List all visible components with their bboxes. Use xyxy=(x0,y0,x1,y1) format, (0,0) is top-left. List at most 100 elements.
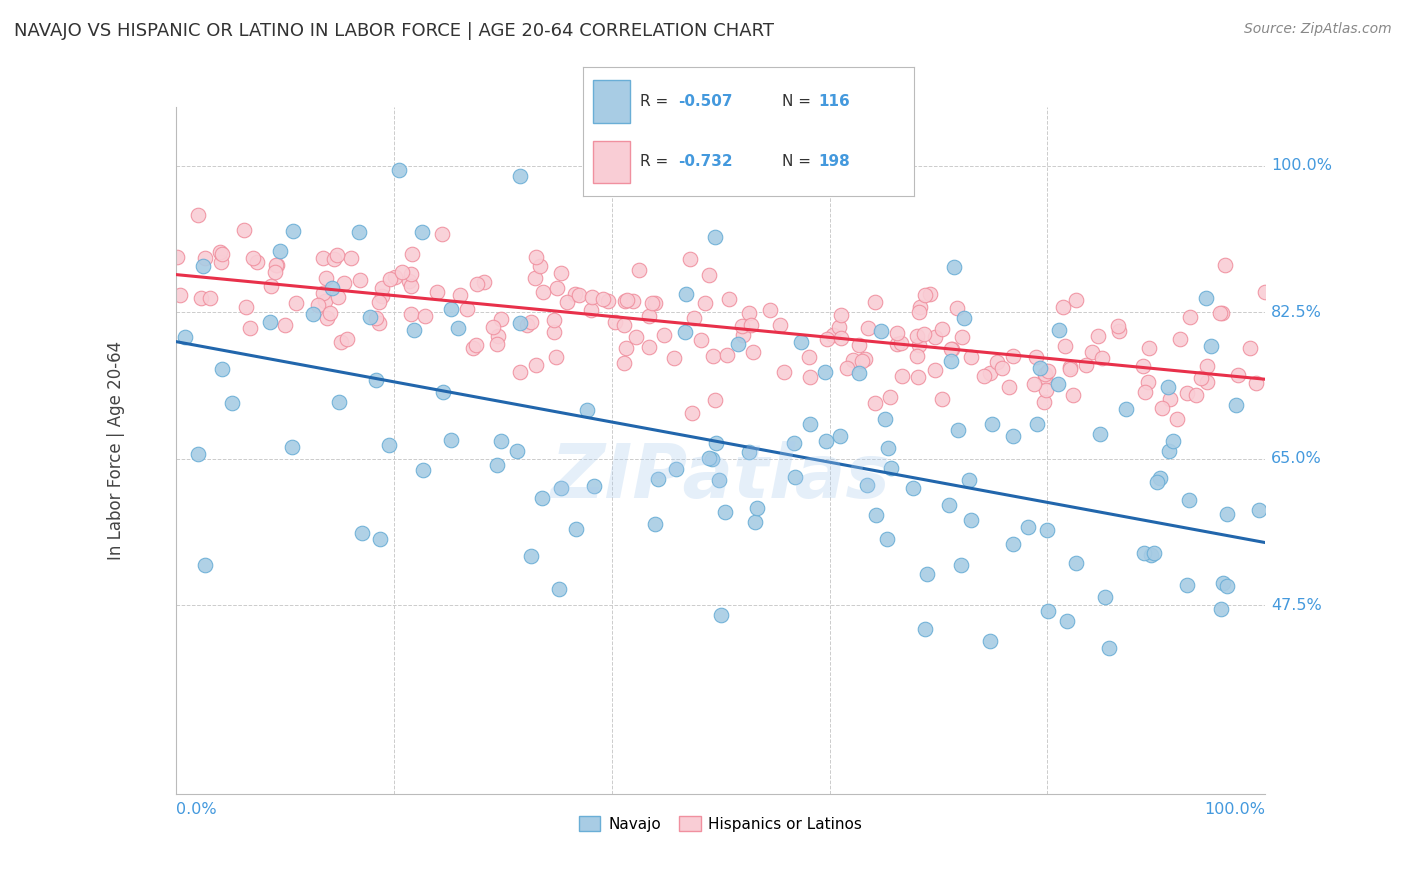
Point xyxy=(1056,614,1078,628)
Bar xyxy=(593,80,630,122)
Point xyxy=(1047,377,1070,392)
Point xyxy=(998,380,1021,394)
Point xyxy=(627,263,650,277)
Point xyxy=(918,287,941,301)
Point xyxy=(710,607,733,622)
Point xyxy=(950,330,973,344)
Point xyxy=(371,288,394,302)
Point xyxy=(1115,401,1137,416)
Point xyxy=(404,322,426,336)
Point xyxy=(799,417,821,431)
Point xyxy=(1197,375,1219,389)
Point xyxy=(1211,306,1233,320)
Point xyxy=(768,318,790,333)
Point xyxy=(366,373,388,387)
Point xyxy=(991,361,1014,376)
Point xyxy=(596,294,619,309)
Point xyxy=(456,301,478,316)
Point xyxy=(1017,520,1039,534)
Point xyxy=(914,622,936,636)
Point xyxy=(1159,392,1181,406)
Point xyxy=(191,259,214,273)
Point xyxy=(939,354,962,368)
Point xyxy=(482,319,505,334)
Point xyxy=(953,310,976,325)
Point xyxy=(1247,503,1270,517)
Point xyxy=(1059,360,1081,375)
Text: 47.5%: 47.5% xyxy=(1271,598,1322,613)
Point xyxy=(1149,471,1171,485)
Point xyxy=(815,332,838,346)
Point xyxy=(174,329,197,343)
Point xyxy=(957,474,980,488)
Point xyxy=(1175,578,1198,592)
Point xyxy=(716,348,738,362)
Point xyxy=(581,290,603,304)
Point xyxy=(1090,427,1112,442)
Point xyxy=(745,500,768,515)
Point xyxy=(938,499,960,513)
Point xyxy=(398,274,420,288)
Point xyxy=(626,330,648,344)
Point xyxy=(307,298,329,312)
Point xyxy=(1047,323,1070,337)
Text: 65.0%: 65.0% xyxy=(1271,451,1322,467)
Point xyxy=(312,251,335,265)
Point xyxy=(187,447,209,461)
Point xyxy=(644,296,666,310)
Point xyxy=(695,295,717,310)
Point xyxy=(697,268,720,282)
Point xyxy=(855,477,877,491)
Point xyxy=(366,311,388,326)
Point xyxy=(912,327,935,342)
Point xyxy=(592,292,614,306)
Point xyxy=(340,252,363,266)
Point xyxy=(835,361,858,376)
Point xyxy=(675,287,697,301)
Point xyxy=(350,525,373,540)
Point xyxy=(359,310,381,325)
Point xyxy=(269,244,291,258)
Point xyxy=(1028,360,1050,375)
Point xyxy=(973,368,995,383)
Point xyxy=(1254,285,1277,299)
Text: 198: 198 xyxy=(818,154,849,169)
Point xyxy=(908,305,931,319)
Point xyxy=(673,325,696,339)
Point xyxy=(640,296,662,310)
Point xyxy=(945,301,967,316)
Point xyxy=(879,390,901,404)
Point xyxy=(605,315,627,329)
Point xyxy=(665,462,688,476)
Point xyxy=(322,252,344,266)
Point xyxy=(412,463,434,477)
Point xyxy=(704,393,727,408)
Point xyxy=(742,344,765,359)
Point xyxy=(209,255,232,269)
Point xyxy=(347,225,370,239)
Text: N =: N = xyxy=(782,94,815,109)
Point xyxy=(823,328,845,343)
Point xyxy=(336,332,359,346)
Point xyxy=(759,303,782,318)
Point xyxy=(1197,359,1219,373)
Point xyxy=(246,255,269,269)
Point xyxy=(931,322,953,336)
Point xyxy=(315,311,337,326)
Point xyxy=(311,285,333,300)
Point xyxy=(378,272,401,286)
Point xyxy=(485,458,508,472)
Point xyxy=(238,321,260,335)
Point xyxy=(548,582,571,596)
Point xyxy=(638,340,661,354)
Point xyxy=(467,277,489,291)
Point xyxy=(1209,306,1232,320)
Point xyxy=(1177,493,1199,508)
Point xyxy=(368,294,391,309)
Text: 116: 116 xyxy=(818,94,849,109)
Point xyxy=(568,287,591,301)
Point xyxy=(280,440,302,454)
Point xyxy=(388,163,411,178)
Point xyxy=(1215,508,1237,522)
Point xyxy=(200,291,222,305)
